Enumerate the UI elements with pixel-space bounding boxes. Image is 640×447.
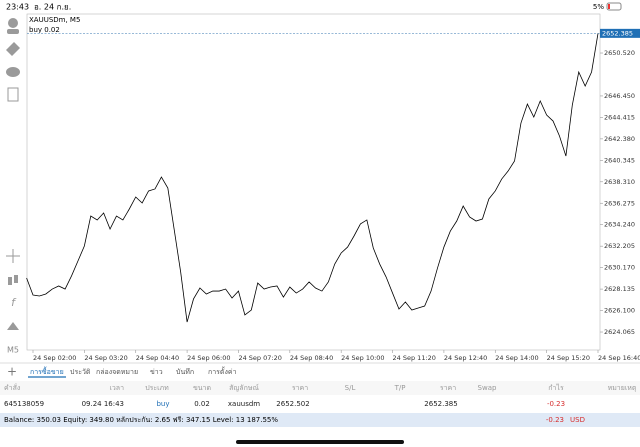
- x-tick-label: 24 Sep 11:20: [393, 354, 436, 362]
- positions-table: คำสั่ง เวลา ประเภท ขนาด สัญลักษณ์ ราคา S/L T/P ร…: [0, 381, 640, 408]
- column-header: เวลา: [109, 384, 124, 392]
- column-header: Swap: [478, 384, 497, 392]
- tab[interactable]: การซื้อขาย: [30, 365, 64, 376]
- timeframe-button[interactable]: M5: [7, 346, 19, 355]
- home-indicator: [236, 440, 404, 444]
- table-header-bg: [0, 381, 640, 395]
- tab-bar: การซื้อขาย ประวัติ กล่องจดหมาย ข่าว บันทึก กา…: [28, 365, 237, 378]
- row-cell: buy: [156, 400, 169, 408]
- chart-frame: [26, 13, 601, 351]
- x-tick-label: 24 Sep 15:20: [547, 354, 590, 362]
- status-time: 23:43: [6, 3, 29, 12]
- footer-currency: USD: [570, 416, 585, 424]
- icon-trade[interactable]: [6, 42, 20, 56]
- row-cell: -0.23: [547, 400, 565, 408]
- x-tick-label: 24 Sep 07:20: [238, 354, 281, 362]
- icon-account[interactable]: [8, 18, 18, 28]
- icon-chat[interactable]: [6, 67, 20, 77]
- y-tick-label: 2630.170: [604, 264, 635, 272]
- x-tick-label: 24 Sep 12:40: [444, 354, 487, 362]
- row-cell: 2652.502: [276, 400, 309, 408]
- current-price-box: [600, 28, 640, 38]
- icon-account-body: [7, 29, 19, 34]
- y-tick-label: 2650.520: [604, 49, 635, 57]
- row-cell: 0.02: [194, 400, 210, 408]
- column-header: ราคา: [440, 384, 456, 392]
- column-header: S/L: [345, 384, 356, 392]
- current-price-label: 2652.385: [602, 29, 633, 37]
- column-header: ราคา: [292, 384, 308, 392]
- tab[interactable]: ข่าว: [150, 368, 163, 376]
- icon-objects[interactable]: [7, 322, 19, 330]
- row-cell: xauusdm: [228, 400, 260, 408]
- row-cell: 09.24 16:43: [82, 400, 124, 408]
- column-header: ขนาด: [193, 384, 211, 392]
- x-tick-label: 24 Sep 03:20: [84, 354, 127, 362]
- column-header: ประเภท: [145, 384, 169, 392]
- icon-crosshair[interactable]: [6, 249, 20, 263]
- icon-candles-2: [14, 275, 18, 283]
- x-tick-label: 24 Sep 06:00: [187, 354, 230, 362]
- status-battery: 5%: [593, 3, 604, 11]
- footer-profit: -0.23: [546, 416, 564, 424]
- x-tick-label: 24 Sep 14:00: [495, 354, 538, 362]
- x-tick-label: 24 Sep 10:00: [341, 354, 384, 362]
- trade-label: buy 0.02: [29, 26, 60, 34]
- x-tick-label: 24 Sep 04:40: [136, 354, 179, 362]
- y-tick-label: 2626.100: [604, 307, 635, 315]
- price-line-series: [26, 33, 599, 323]
- y-tick-label: 2644.415: [604, 113, 635, 121]
- add-button[interactable]: +: [7, 365, 17, 379]
- y-tick-label: 2642.380: [604, 135, 635, 143]
- icon-new[interactable]: [7, 87, 19, 102]
- chart-symbol: XAUUSDm, M5: [29, 16, 80, 24]
- y-tick-label: 2628.135: [604, 285, 635, 293]
- battery-icon: [606, 2, 622, 11]
- row-cell: 645138059: [4, 400, 44, 408]
- y-tick-label: 2638.310: [604, 178, 635, 186]
- plot: 2624.065 2626.100 2628.135 2630.170 2632.205…: [26, 28, 640, 362]
- tab[interactable]: ประวัติ: [70, 368, 91, 376]
- y-tick-label: 2634.240: [604, 221, 635, 229]
- toolbar: f: [6, 18, 20, 330]
- y-tick-label: 2640.345: [604, 156, 635, 164]
- tab[interactable]: กล่องจดหมาย: [96, 368, 138, 376]
- icon-candles[interactable]: [8, 277, 12, 285]
- icon-indicator[interactable]: f: [11, 296, 17, 309]
- status-date: อ. 24 ก.ย.: [34, 3, 71, 12]
- battery-level: [608, 4, 610, 9]
- y-tick-label: 2646.450: [604, 92, 635, 100]
- column-header: สัญลักษณ์: [229, 384, 259, 392]
- footer-bar: [0, 413, 640, 427]
- tab[interactable]: บันทึก: [176, 367, 194, 376]
- x-tick-label: 24 Sep 16:40: [598, 354, 640, 362]
- column-header: คำสั่ง: [4, 383, 20, 392]
- footer-summary: Balance: 350.03 Equity: 349.80 หลักประกั…: [4, 416, 278, 424]
- y-tick-label: 2624.065: [604, 328, 635, 336]
- x-tick-label: 24 Sep 08:40: [290, 354, 333, 362]
- y-tick-label: 2636.275: [604, 199, 635, 207]
- column-header: กำไร: [548, 383, 564, 392]
- column-header: T/P: [394, 384, 406, 392]
- tab[interactable]: การตั้งค่า: [208, 365, 237, 376]
- row-cell: 2652.385: [424, 400, 457, 408]
- x-tick-label: 24 Sep 02:00: [33, 354, 76, 362]
- y-tick-label: 2632.205: [604, 242, 635, 250]
- column-header: หมายเหตุ: [608, 384, 637, 392]
